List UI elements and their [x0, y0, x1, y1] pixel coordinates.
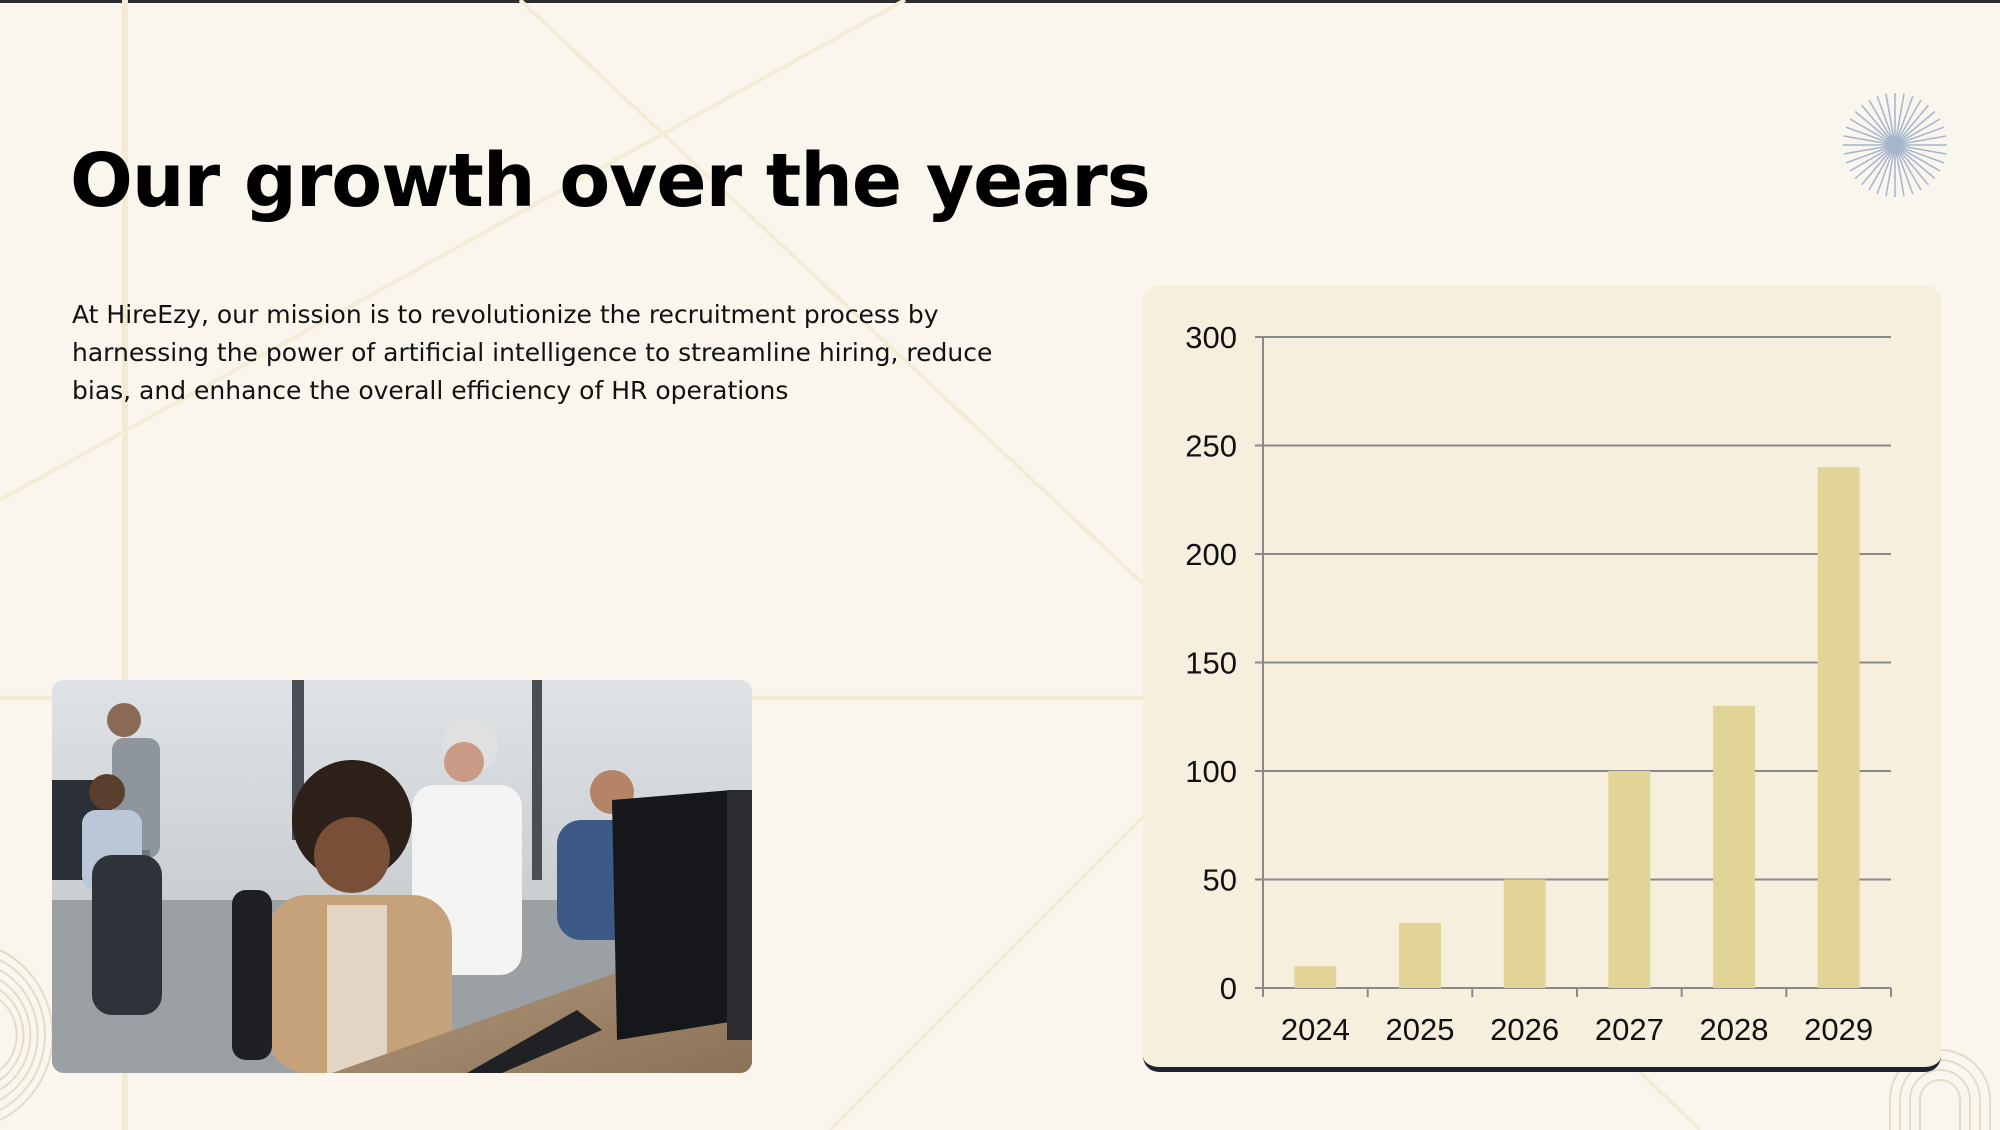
bar-2026 — [1503, 879, 1546, 988]
y-tick-label-150: 150 — [1185, 646, 1237, 681]
y-tick-label-50: 50 — [1203, 863, 1237, 898]
y-tick-label-300: 300 — [1185, 320, 1237, 355]
y-tick-label-0: 0 — [1220, 971, 1237, 1006]
photo-illustration — [52, 680, 752, 1073]
y-tick-label-250: 250 — [1185, 429, 1237, 464]
arch-decoration-icon — [1889, 1049, 1991, 1130]
x-tick-label-2024: 2024 — [1281, 1012, 1350, 1047]
top-border — [0, 0, 2000, 3]
x-tick-label-2026: 2026 — [1490, 1012, 1559, 1047]
bar-2029 — [1817, 467, 1860, 988]
sunburst-icon — [1843, 93, 1947, 197]
y-tick-label-200: 200 — [1185, 537, 1237, 572]
x-tick-label-2027: 2027 — [1595, 1012, 1664, 1047]
bar-2028 — [1713, 705, 1755, 988]
x-tick-label-2025: 2025 — [1386, 1012, 1455, 1047]
bar-chart-canvas: 0 50 100 150 200 250 300 2024 2025 2026 2027 2028 20… — [1185, 320, 1892, 1047]
bar-2024 — [1294, 966, 1337, 988]
bar-2027 — [1608, 771, 1651, 988]
growth-bar-chart: 0 50 100 150 200 250 300 2024 2025 2026 2027 2028 20… — [1143, 285, 1941, 1072]
x-tick-label-2028: 2028 — [1700, 1012, 1769, 1047]
y-tick-label-100: 100 — [1185, 754, 1237, 789]
mission-text: At HireEzy, our mission is to revolution… — [72, 300, 993, 405]
bar-2025 — [1399, 922, 1441, 988]
slide-title: Our growth over the years — [70, 138, 1151, 224]
x-tick-label-2029: 2029 — [1804, 1012, 1873, 1047]
office-team-photo — [52, 680, 752, 1073]
